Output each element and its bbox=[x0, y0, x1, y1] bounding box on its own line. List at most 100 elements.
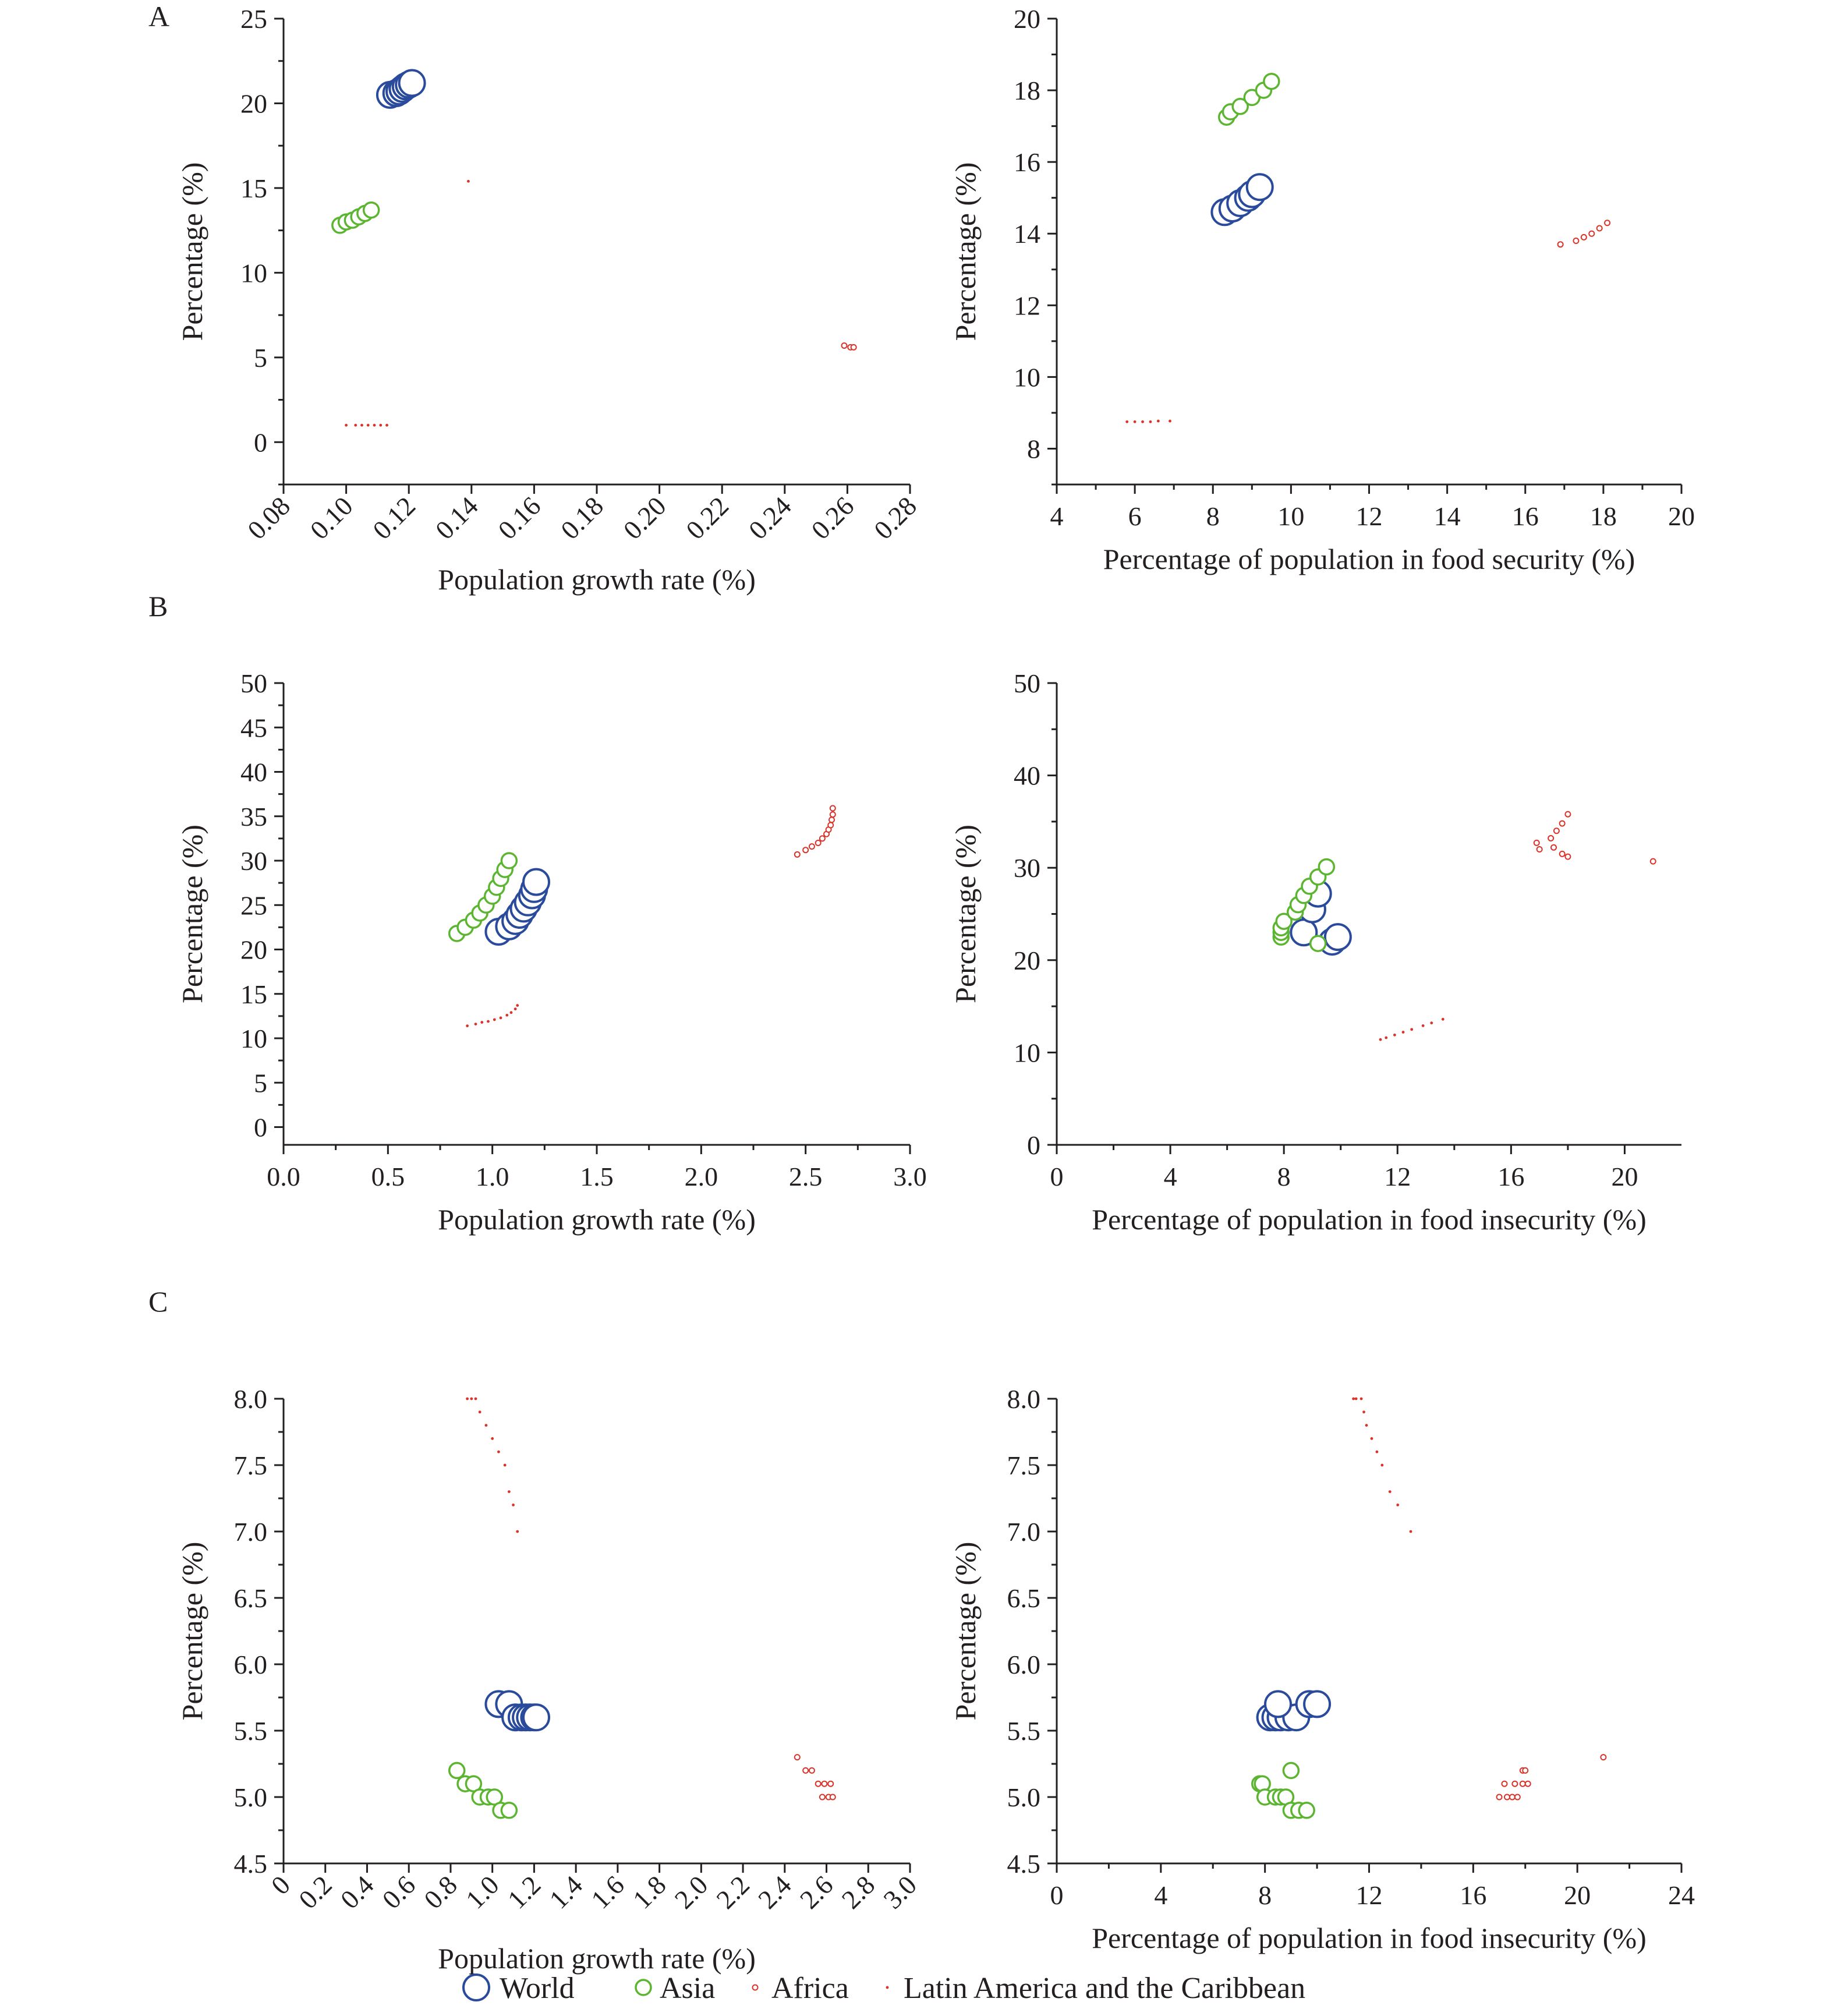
data-point-latin-america-and-the-caribbean bbox=[1430, 1021, 1433, 1025]
data-point-latin-america-and-the-caribbean bbox=[1354, 1397, 1358, 1400]
data-point-latin-america-and-the-caribbean bbox=[499, 1016, 502, 1020]
x-tick-label: 12 bbox=[1384, 1162, 1411, 1191]
series-world bbox=[376, 69, 426, 109]
y-tick-label: 5 bbox=[254, 343, 267, 373]
x-tick-label: 16 bbox=[1497, 1162, 1524, 1191]
data-point-africa bbox=[829, 816, 835, 823]
series-world bbox=[1290, 879, 1352, 956]
series-africa bbox=[794, 805, 836, 858]
y-tick-label: 50 bbox=[240, 669, 267, 698]
data-point-latin-america-and-the-caribbean bbox=[467, 179, 470, 183]
data-point-africa bbox=[1559, 850, 1566, 857]
data-point-africa bbox=[819, 835, 826, 842]
data-point-africa bbox=[1514, 1794, 1521, 1801]
series-latin-america-and-the-caribbean bbox=[466, 1397, 519, 1533]
data-point-africa bbox=[802, 1767, 809, 1774]
y-tick-label: 10 bbox=[240, 1024, 267, 1053]
data-point-africa bbox=[1596, 225, 1603, 232]
data-point-latin-america-and-the-caribbean bbox=[466, 1397, 469, 1400]
y-tick-label: 8 bbox=[1027, 434, 1040, 464]
data-point-latin-america-and-the-caribbean bbox=[1149, 420, 1152, 423]
y-tick-label: 40 bbox=[1014, 761, 1040, 791]
data-point-africa bbox=[1522, 1767, 1529, 1774]
data-point-latin-america-and-the-caribbean bbox=[1409, 1530, 1412, 1533]
series-asia bbox=[448, 1762, 518, 1819]
chart-4: 0 10 20 30 40 50 0 4 8 12 16 20 Percentage of popula… bbox=[949, 669, 1681, 1236]
legend-label: Asia bbox=[660, 1972, 715, 2005]
data-point-africa bbox=[1503, 1794, 1510, 1801]
series-africa bbox=[1496, 1754, 1607, 1801]
data-point-latin-america-and-the-caribbean bbox=[514, 1007, 517, 1011]
data-point-africa bbox=[1519, 1780, 1526, 1787]
data-point-latin-america-and-the-caribbean bbox=[1141, 420, 1144, 423]
y-tick-label: 0 bbox=[1027, 1130, 1040, 1160]
data-point-latin-america-and-the-caribbean bbox=[1410, 1028, 1414, 1031]
y-tick-label: 0 bbox=[254, 1113, 267, 1143]
data-point-latin-america-and-the-caribbean bbox=[1393, 1033, 1396, 1037]
y-tick-label: 14 bbox=[1014, 219, 1040, 249]
data-point-africa bbox=[1524, 1780, 1531, 1787]
data-point-latin-america-and-the-caribbean bbox=[1421, 1024, 1425, 1027]
y-tick-label: 5.0 bbox=[1007, 1782, 1041, 1812]
data-point-latin-america-and-the-caribbean bbox=[1169, 419, 1171, 423]
data-point-africa bbox=[808, 843, 815, 850]
y-tick-label: 45 bbox=[240, 713, 267, 742]
x-tick-label: 4 bbox=[1164, 1162, 1177, 1191]
data-point-africa bbox=[829, 1794, 836, 1801]
data-point-latin-america-and-the-caribbean bbox=[491, 1437, 494, 1440]
x-axis-title: Percentage of population in food securit… bbox=[1103, 543, 1635, 575]
data-point-latin-america-and-the-caribbean bbox=[1156, 419, 1160, 423]
legend-label: Africa bbox=[771, 1972, 849, 2005]
data-point-africa bbox=[802, 847, 809, 854]
data-point-asia bbox=[448, 1762, 466, 1780]
data-point-latin-america-and-the-caribbean bbox=[516, 1530, 519, 1533]
y-tick-label: 4.5 bbox=[1007, 1849, 1041, 1879]
x-tick-label: 24 bbox=[1668, 1880, 1695, 1910]
data-point-africa bbox=[1649, 858, 1656, 865]
y-tick-label: 30 bbox=[240, 846, 267, 876]
data-point-asia bbox=[1298, 1802, 1315, 1819]
y-tick-label: 0 bbox=[254, 427, 267, 457]
x-tick-label: 18 bbox=[1590, 501, 1617, 531]
x-tick-label: 8 bbox=[1258, 1880, 1272, 1910]
data-point-latin-america-and-the-caribbean bbox=[512, 1504, 515, 1506]
data-point-africa bbox=[827, 1780, 834, 1787]
x-tick-label: 2.5 bbox=[789, 1162, 823, 1191]
y-tick-label: 6.5 bbox=[234, 1583, 268, 1613]
series-africa bbox=[1557, 220, 1611, 248]
data-point-latin-america-and-the-caribbean bbox=[354, 423, 357, 427]
data-point-africa bbox=[1550, 844, 1557, 851]
series-latin-america-and-the-caribbean bbox=[466, 1004, 519, 1028]
legend-marker bbox=[752, 1984, 759, 1991]
y-tick-label: 16 bbox=[1014, 147, 1040, 177]
data-point-africa bbox=[821, 1780, 828, 1787]
data-point-latin-america-and-the-caribbean bbox=[474, 1023, 477, 1025]
x-tick-label: 1.5 bbox=[580, 1162, 614, 1191]
data-point-world bbox=[522, 868, 550, 896]
data-point-asia bbox=[1275, 912, 1293, 930]
data-point-world bbox=[1303, 1690, 1332, 1718]
x-tick-label: 10 bbox=[1277, 501, 1304, 531]
chart-3: 0 5 10 15 20 25 30 35 40 45 50 0.0 0.5 1.0 1.5 2.0 2.5 3.… bbox=[176, 669, 927, 1236]
data-point-latin-america-and-the-caribbean bbox=[466, 1024, 469, 1028]
data-point-asia bbox=[500, 1802, 518, 1819]
y-tick-label: 20 bbox=[1014, 4, 1040, 34]
data-point-latin-america-and-the-caribbean bbox=[1385, 1036, 1388, 1039]
y-axis-title: Percentage (%) bbox=[176, 825, 208, 1003]
legend-label: World bbox=[500, 1972, 575, 2005]
chart-2: 8 10 12 14 16 18 20 4 6 8 10 12 14 16 18 20 Percentage o… bbox=[949, 4, 1695, 575]
data-point-latin-america-and-the-caribbean bbox=[507, 1490, 511, 1494]
data-point-africa bbox=[819, 1794, 826, 1801]
panel-label-a: A bbox=[148, 0, 169, 33]
data-point-africa bbox=[1559, 820, 1566, 827]
data-point-africa bbox=[1536, 846, 1543, 853]
y-tick-label: 20 bbox=[240, 89, 267, 118]
y-tick-label: 7.5 bbox=[1007, 1451, 1041, 1480]
data-point-latin-america-and-the-caribbean bbox=[1133, 420, 1136, 423]
y-tick-label: 6.5 bbox=[1007, 1583, 1041, 1613]
x-tick-label: 12 bbox=[1356, 1880, 1383, 1910]
data-point-africa bbox=[829, 805, 836, 812]
y-tick-label: 5 bbox=[254, 1068, 267, 1098]
data-point-world bbox=[1323, 923, 1352, 952]
x-axis-title: Population growth rate (%) bbox=[438, 563, 756, 596]
